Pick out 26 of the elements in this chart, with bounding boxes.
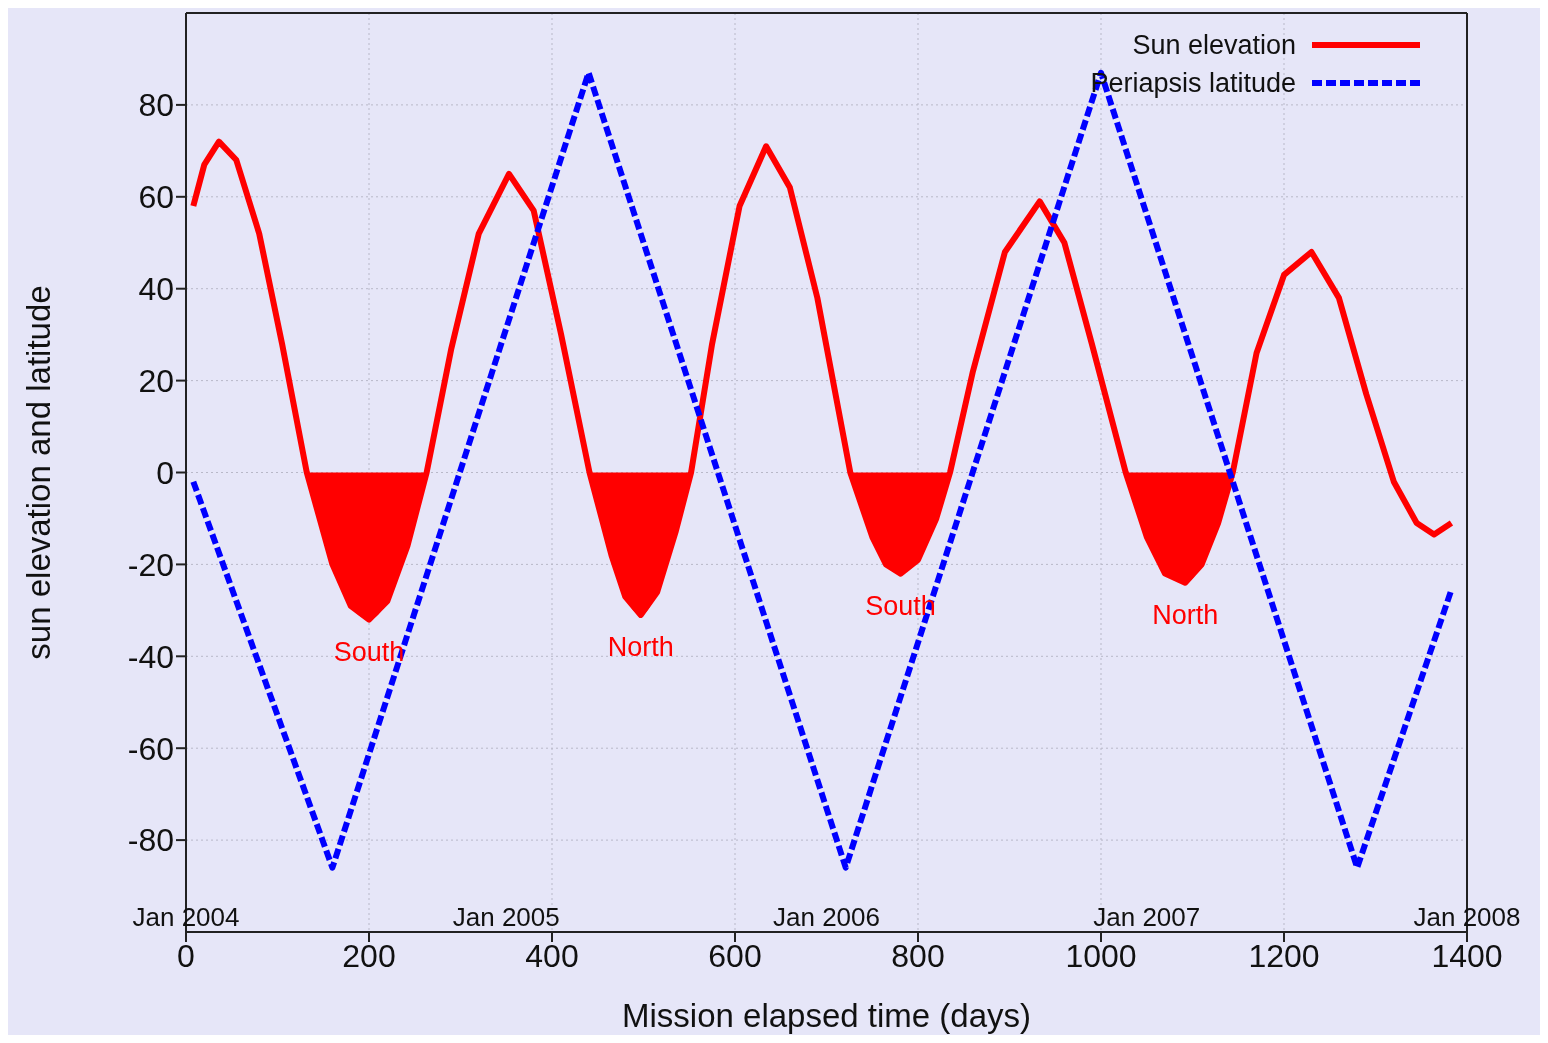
annotation: Jan 2007 — [1093, 902, 1201, 932]
y-tick-label: 80 — [138, 87, 174, 124]
x-tick-label: 400 — [525, 937, 579, 974]
y-tick-label: 40 — [138, 271, 174, 308]
x-tick-label: 800 — [891, 937, 945, 974]
annotation: Jan 2006 — [773, 902, 880, 932]
annotation: Jan 2005 — [452, 902, 560, 932]
y-tick-label: -60 — [127, 730, 174, 767]
annotation: South — [333, 636, 405, 667]
x-tick-label: 1200 — [1248, 937, 1320, 974]
y-tick-label: 60 — [138, 179, 174, 216]
x-axis-title: Mission elapsed time (days) — [622, 997, 1031, 1034]
y-tick-label: -80 — [127, 822, 174, 859]
annotation: South — [865, 590, 936, 621]
x-tick-label: 1400 — [1431, 937, 1503, 974]
y-tick-label: -20 — [127, 546, 174, 583]
y-tick-label: 0 — [156, 454, 174, 491]
x-tick-label: 200 — [342, 937, 396, 974]
y-axis-title: sun elevation and latitude — [19, 285, 57, 660]
y-tick-label: 20 — [138, 362, 174, 399]
legend-label: Sun elevation — [1132, 29, 1296, 61]
annotation: North — [607, 632, 674, 663]
x-tick-label: 600 — [708, 937, 762, 974]
y-tick-label: -40 — [127, 638, 174, 675]
x-tick-label: 1000 — [1065, 937, 1137, 974]
annotation: North — [1152, 599, 1219, 630]
